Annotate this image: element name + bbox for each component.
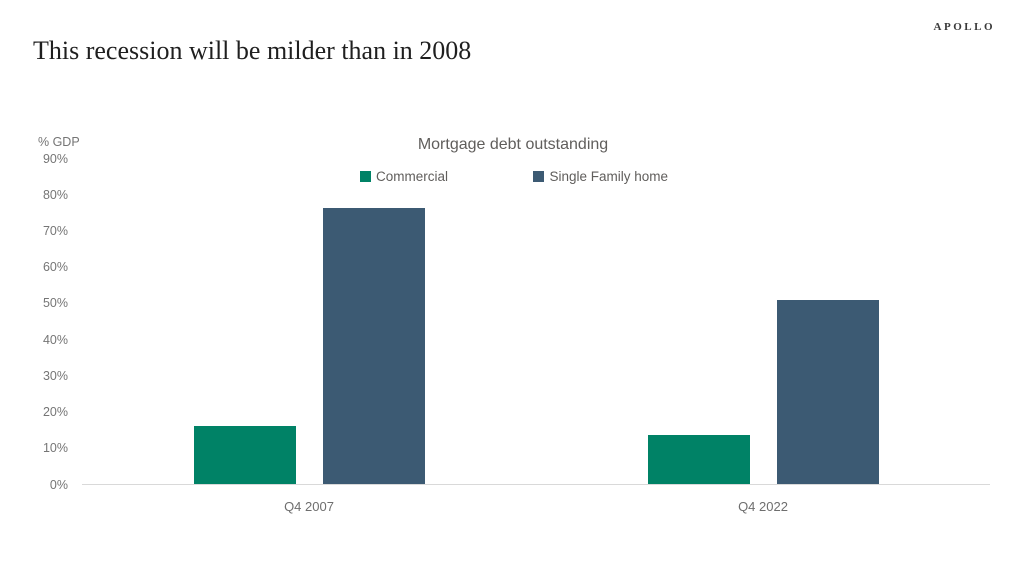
y-tick-label-0: 0% (49, 477, 68, 492)
y-tick-label-40: 40% (42, 332, 68, 347)
legend-swatch-single-family-home (533, 171, 545, 182)
x-category-label-q4-2007: Q4 2007 (284, 499, 334, 514)
y-tick-label-10: 10% (42, 441, 68, 456)
legend-label-commercial: Commercial (376, 169, 449, 184)
y-tick-label-70: 70% (42, 223, 68, 238)
chart-title: Mortgage debt outstanding (417, 136, 609, 153)
y-tick-label-20: 20% (42, 405, 68, 420)
x-axis-line (82, 484, 990, 485)
chart-legend: Commercial Single Family home (360, 169, 668, 184)
page-title: This recession will be milder than in 20… (33, 36, 472, 65)
legend-item-single-family-home: Single Family home (533, 169, 668, 184)
y-tick-label-60: 60% (42, 260, 68, 275)
y-tick-label-50: 50% (42, 296, 68, 311)
bar-commercial-q4-2022 (647, 435, 750, 485)
x-category-label-q4-2022: Q4 2022 (738, 499, 788, 514)
bar-single-family-home-q4-2007 (322, 207, 425, 485)
y-tick-label-90: 90% (42, 151, 68, 166)
legend-swatch-commercial (360, 171, 371, 182)
y-tick-label-30: 30% (42, 368, 68, 383)
bar-single-family-home-q4-2022 (776, 299, 879, 485)
legend-item-commercial: Commercial (360, 169, 448, 184)
legend-label-single-family-home: Single Family home (549, 169, 668, 184)
bar-commercial-q4-2007 (193, 425, 296, 485)
y-tick-label-80: 80% (42, 187, 68, 202)
y-axis-unit-label: % GDP (38, 135, 80, 149)
apollo-logo: APOLLO (933, 21, 995, 33)
